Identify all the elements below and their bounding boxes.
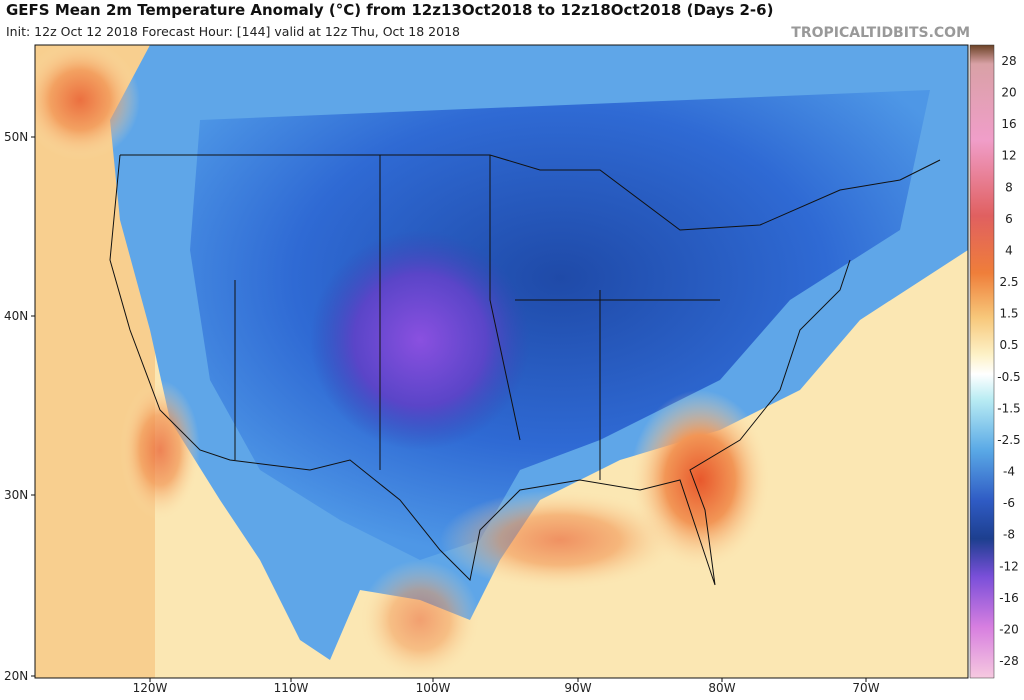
colorbar-label: -16 bbox=[999, 591, 1019, 605]
colorbar-label: 16 bbox=[1001, 117, 1016, 131]
colorbar-label: -2.5 bbox=[997, 433, 1020, 447]
lon-label: 110W bbox=[274, 681, 309, 695]
colorbar-label: 20 bbox=[1001, 86, 1016, 100]
lon-label: 70W bbox=[852, 681, 879, 695]
lon-label: 80W bbox=[708, 681, 735, 695]
lon-label: 120W bbox=[133, 681, 168, 695]
colorbar-label: -20 bbox=[999, 622, 1019, 636]
colorbar-label: 0.5 bbox=[999, 338, 1018, 352]
title: GEFS Mean 2m Temperature Anomaly (°C) fr… bbox=[6, 1, 773, 19]
colorbar-label: -28 bbox=[999, 654, 1019, 668]
colorbar-label: 2.5 bbox=[999, 275, 1018, 289]
lat-label: 20N bbox=[4, 669, 28, 683]
colorbar-label: 4 bbox=[1005, 243, 1013, 257]
colorbar-label: 28 bbox=[1001, 54, 1016, 68]
map-frame bbox=[34, 44, 969, 679]
colorbar-label: -4 bbox=[1003, 465, 1015, 479]
colorbar-label: 8 bbox=[1005, 180, 1013, 194]
lon-label: 100W bbox=[416, 681, 451, 695]
colorbar-label: -6 bbox=[1003, 496, 1015, 510]
lat-label: 30N bbox=[4, 488, 28, 502]
colorbar bbox=[969, 44, 995, 679]
lon-label: 90W bbox=[564, 681, 591, 695]
lat-label: 40N bbox=[4, 309, 28, 323]
colorbar-label: 1.5 bbox=[999, 307, 1018, 321]
colorbar-label: 6 bbox=[1005, 212, 1013, 226]
map bbox=[35, 45, 968, 678]
colorbar-label: -12 bbox=[999, 559, 1019, 573]
subtitle: Init: 12z Oct 12 2018 Forecast Hour: [14… bbox=[6, 24, 460, 39]
colorbar-label: 12 bbox=[1001, 149, 1016, 163]
colorbar-label: -1.5 bbox=[997, 401, 1020, 415]
lat-label: 50N bbox=[4, 130, 28, 144]
colorbar-label: -8 bbox=[1003, 528, 1015, 542]
colorbar-label: -0.5 bbox=[997, 370, 1020, 384]
watermark: TROPICALTIDBITS.COM bbox=[791, 25, 970, 41]
